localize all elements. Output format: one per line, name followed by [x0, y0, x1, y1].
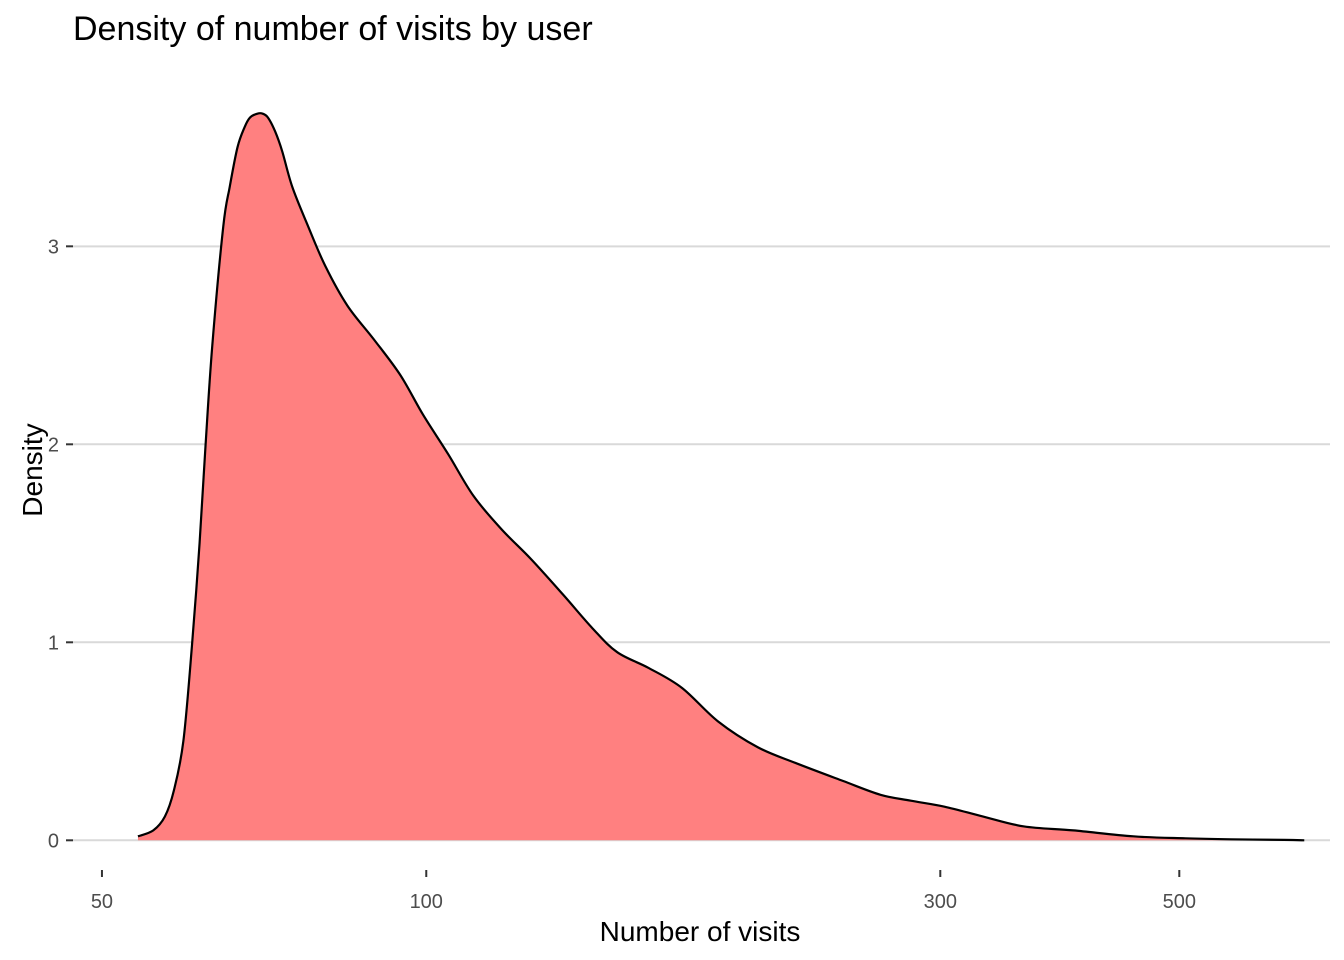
x-tick-label: 300: [924, 891, 957, 913]
x-tick-label: 500: [1163, 891, 1196, 913]
y-tick-label: 3: [48, 236, 59, 258]
density-line: [137, 112, 1305, 842]
y-axis-title: Density: [17, 423, 48, 516]
x-tick-label: 100: [410, 891, 443, 913]
x-axis-title: Number of visits: [600, 916, 801, 947]
y-tick-label: 2: [48, 434, 59, 456]
x-tick-label: 50: [91, 891, 113, 913]
chart-title: Density of number of visits by user: [73, 10, 593, 48]
density-area: [137, 113, 1305, 841]
y-tick-label: 1: [48, 632, 59, 654]
y-axis: 0 1 2 3: [48, 236, 73, 852]
x-axis: 50 100 300 500: [91, 870, 1196, 913]
y-tick-label: 0: [48, 830, 59, 852]
